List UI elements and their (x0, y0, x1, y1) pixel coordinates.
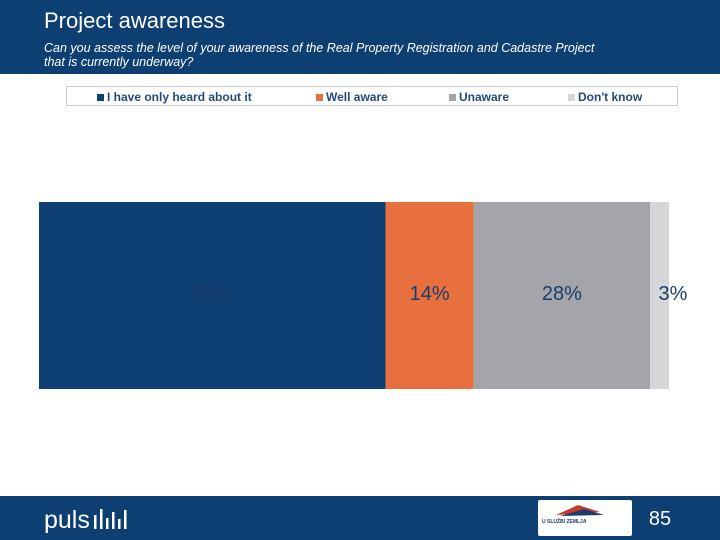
legend-item-unaware: Unaware (449, 89, 509, 105)
legend-item-well-aware: Well aware (316, 89, 388, 105)
data-label-i-have-only-heard-about-it: 55% (192, 283, 232, 305)
bar-segment-unaware (473, 202, 651, 389)
legend-item-heard: I have only heard about it (97, 89, 252, 105)
slide-title: Project awareness (44, 8, 225, 33)
header-bar: Project awareness Can you assess the lev… (0, 0, 720, 74)
legend-label-unaware: Unaware (459, 90, 510, 104)
partner-logo: U SLUŽBI ZEMLJA (538, 500, 632, 536)
legend-swatch-well-aware (316, 93, 323, 101)
legend-label-heard: I have only heard about it (107, 90, 252, 104)
legend-swatch-heard (97, 93, 104, 101)
survey-question: Can you assess the level of your awarene… (44, 41, 684, 69)
page-number: 85 (648, 508, 672, 530)
legend-label-dont-know: Don't know (578, 90, 643, 104)
puls-logo-text: puls (44, 506, 90, 534)
legend-item-dont-know: Don't know (568, 89, 642, 105)
partner-emblem-icon (556, 505, 604, 516)
partner-logo-text: U SLUŽBI ZEMLJA (542, 519, 587, 525)
data-label-unaware: 28% (542, 283, 582, 305)
signal-bars-icon (93, 509, 127, 529)
bar-segment-well-aware (385, 202, 474, 389)
legend-swatch-dont-know (568, 93, 575, 101)
chart-legend: I have only heard about it Well aware Un… (66, 86, 678, 106)
bar-segment-don-t-know (650, 202, 669, 389)
data-label-don-t-know: 3% (659, 283, 688, 305)
bar-segment-i-have-only-heard-about-it (39, 202, 386, 389)
legend-swatch-unaware (449, 93, 456, 101)
legend-label-well-aware: Well aware (326, 90, 388, 104)
data-label-well-aware: 14% (410, 283, 450, 305)
puls-logo: puls (44, 502, 139, 534)
survey-question-line-1: Can you assess the level of your awarene… (44, 41, 595, 55)
survey-question-line-2: that is currently underway? (44, 55, 194, 69)
